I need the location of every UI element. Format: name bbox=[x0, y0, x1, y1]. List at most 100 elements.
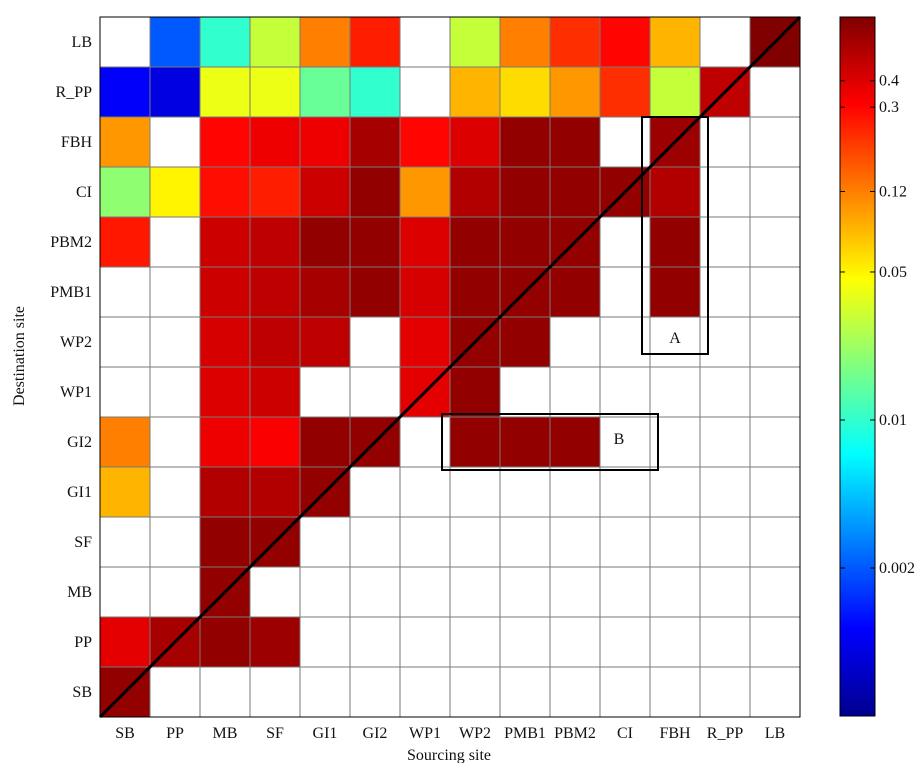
x-tick-label: LB bbox=[765, 725, 785, 742]
y-tick-label: CI bbox=[76, 184, 92, 201]
heatmap-cell bbox=[500, 67, 550, 117]
heatmap-cell bbox=[400, 667, 450, 717]
heatmap-cell bbox=[150, 17, 200, 67]
heatmap-cell bbox=[100, 517, 150, 567]
heatmap-cell bbox=[250, 267, 300, 317]
heatmap-cell bbox=[350, 617, 400, 667]
heatmap-cell bbox=[400, 567, 450, 617]
heatmap-cell bbox=[500, 667, 550, 717]
colorbar-tick-label: 0.12 bbox=[879, 183, 907, 200]
x-tick-label: R_PP bbox=[707, 725, 744, 742]
heatmap-cell bbox=[650, 667, 700, 717]
heatmap-cell bbox=[100, 17, 150, 67]
heatmap-cell bbox=[650, 517, 700, 567]
heatmap-cell bbox=[200, 667, 250, 717]
heatmap-cell bbox=[250, 367, 300, 417]
heatmap-cell bbox=[450, 17, 500, 67]
heatmap-cell bbox=[350, 217, 400, 267]
heatmap-cell bbox=[350, 367, 400, 417]
heatmap-cell bbox=[250, 617, 300, 667]
heatmap-cell bbox=[750, 617, 800, 667]
heatmap-cell bbox=[600, 467, 650, 517]
heatmap-cell bbox=[500, 117, 550, 167]
heatmap-cell bbox=[450, 267, 500, 317]
heatmap-cell bbox=[600, 367, 650, 417]
heatmap-cell bbox=[700, 667, 750, 717]
heatmap-cell bbox=[300, 167, 350, 217]
heatmap-cell bbox=[250, 317, 300, 367]
heatmap-cell bbox=[450, 567, 500, 617]
heatmap-cell bbox=[400, 467, 450, 517]
heatmap-cell bbox=[500, 467, 550, 517]
heatmap-cell bbox=[600, 17, 650, 67]
y-axis-title: Destination site bbox=[11, 306, 28, 406]
x-tick-label: PMB1 bbox=[504, 725, 546, 742]
x-tick-label: PP bbox=[166, 725, 184, 742]
heatmap-cell bbox=[200, 417, 250, 467]
heatmap-cell bbox=[750, 67, 800, 117]
heatmap-cell bbox=[500, 517, 550, 567]
y-tick-label: PBM2 bbox=[50, 234, 92, 251]
heatmap-cell bbox=[200, 67, 250, 117]
y-tick-label: PP bbox=[74, 634, 92, 651]
heatmap-cell bbox=[500, 567, 550, 617]
heatmap-cell bbox=[750, 567, 800, 617]
x-tick-labels: SB PP MB SF GI1 GI2 WP1 WP2 PMB1 PBM2 CI FBH R_PP LB bbox=[115, 725, 785, 742]
colorbar-tick-label: 0.01 bbox=[879, 412, 907, 429]
heatmap-cell bbox=[500, 317, 550, 367]
heatmap-cell bbox=[300, 317, 350, 367]
x-tick-label: CI bbox=[617, 725, 633, 742]
heatmap-cell bbox=[750, 517, 800, 567]
heatmap-cell bbox=[150, 517, 200, 567]
y-tick-label: R_PP bbox=[56, 84, 93, 101]
heatmap-cell bbox=[600, 417, 650, 467]
heatmap-cell bbox=[350, 267, 400, 317]
heatmap-cell bbox=[250, 167, 300, 217]
heatmap-cell bbox=[550, 267, 600, 317]
heatmap-cell bbox=[100, 367, 150, 417]
heatmap-cell bbox=[750, 167, 800, 217]
heatmap-cell bbox=[750, 117, 800, 167]
heatmap-cell bbox=[600, 617, 650, 667]
heatmap-cell bbox=[450, 67, 500, 117]
heatmap-cell bbox=[450, 117, 500, 167]
heatmap-cell bbox=[100, 467, 150, 517]
y-tick-label: MB bbox=[67, 584, 92, 601]
colorbar-tick-label: 0.4 bbox=[879, 73, 899, 90]
heatmap-cell bbox=[700, 567, 750, 617]
heatmap-cell bbox=[350, 67, 400, 117]
heatmap-cell bbox=[550, 617, 600, 667]
heatmap-cell bbox=[150, 167, 200, 217]
colorbar-tick-label: 0.002 bbox=[879, 560, 915, 577]
y-tick-label: FBH bbox=[61, 134, 93, 151]
heatmap-cell bbox=[650, 267, 700, 317]
heatmap-cell bbox=[200, 167, 250, 217]
heatmap-cell bbox=[500, 167, 550, 217]
heatmap-cell bbox=[450, 617, 500, 667]
heatmap-cell bbox=[150, 567, 200, 617]
heatmap-cell bbox=[450, 467, 500, 517]
heatmap-cell bbox=[250, 217, 300, 267]
heatmap-cell bbox=[250, 117, 300, 167]
y-tick-label: WP1 bbox=[60, 384, 92, 401]
heatmap-cell bbox=[350, 667, 400, 717]
heatmap-cell bbox=[750, 467, 800, 517]
heatmap-cell bbox=[450, 367, 500, 417]
heatmap-cells bbox=[100, 17, 800, 717]
heatmap-cell bbox=[400, 267, 450, 317]
heatmap-cell bbox=[250, 67, 300, 117]
heatmap-cell bbox=[150, 467, 200, 517]
heatmap-cell bbox=[300, 117, 350, 167]
box-label-b: B bbox=[614, 431, 625, 448]
heatmap-cell bbox=[550, 667, 600, 717]
highlight-box-a bbox=[641, 116, 709, 355]
plot-frame bbox=[99, 16, 801, 718]
x-tick-label: FBH bbox=[659, 725, 691, 742]
heatmap-cell bbox=[650, 217, 700, 267]
heatmap-cell bbox=[250, 467, 300, 517]
heatmap-cell bbox=[100, 217, 150, 267]
x-axis-title: Sourcing site bbox=[407, 747, 491, 763]
diagonal-line bbox=[98, 15, 802, 719]
heatmap-cell bbox=[650, 367, 700, 417]
